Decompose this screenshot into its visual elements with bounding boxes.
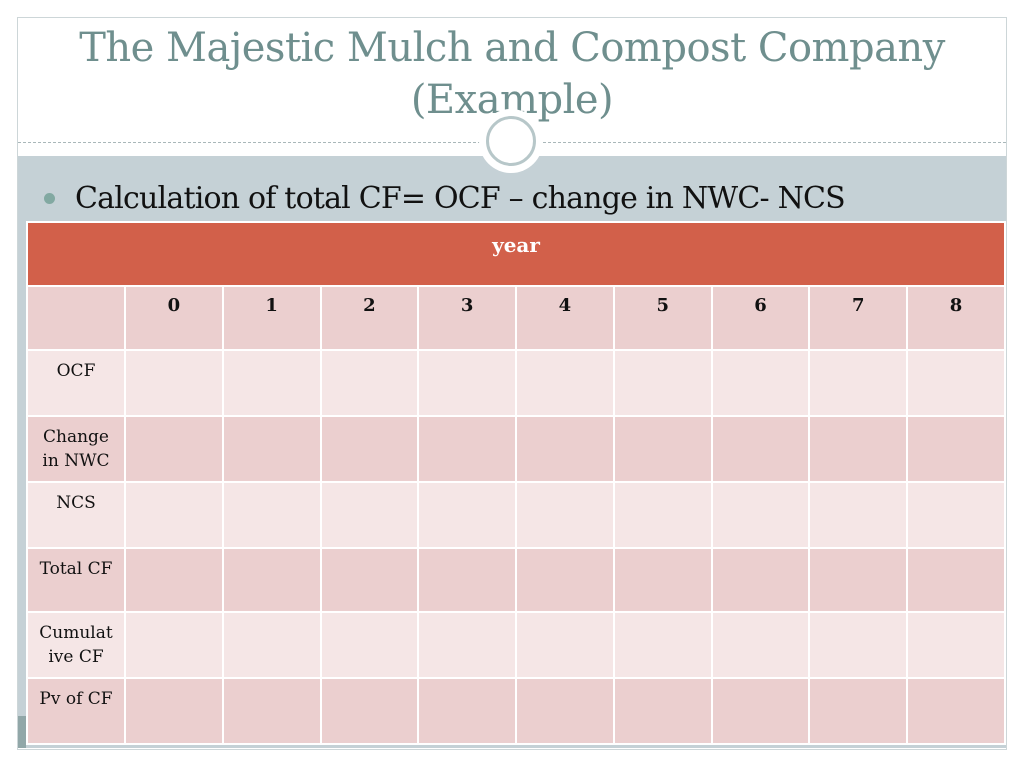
- year-cell: 4: [515, 285, 615, 351]
- year-header: year: [26, 221, 1006, 287]
- table-cell: [319, 547, 420, 613]
- table-cell: [808, 481, 909, 549]
- table-cell: [612, 481, 713, 549]
- table-cell: [515, 481, 615, 549]
- table-cell: [319, 349, 420, 417]
- title-line-1: The Majestic Mulch and Compost Company: [79, 25, 945, 71]
- table-cell: [124, 415, 224, 483]
- table-cell: [515, 349, 615, 417]
- table-cell: [808, 415, 909, 483]
- table-cell: [906, 415, 1006, 483]
- table-cell: [221, 349, 322, 417]
- table-row: OCF: [26, 349, 1006, 417]
- corner-cell: [26, 285, 126, 351]
- row-label-ncs: NCS: [26, 481, 126, 549]
- slide-frame: [17, 17, 1007, 750]
- table-cell: [808, 611, 909, 679]
- table-cell: [515, 547, 615, 613]
- label-line: in NWC: [42, 451, 110, 471]
- year-cell: 3: [417, 285, 518, 351]
- table-cell: [417, 415, 518, 483]
- table-cell: [221, 677, 322, 745]
- bullet-text: Calculation of total CF= OCF – change in…: [75, 180, 846, 216]
- table-cell: [710, 415, 811, 483]
- table-row: Cumulat ive CF: [26, 611, 1006, 679]
- year-cell: 6: [710, 285, 811, 351]
- year-cell: 2: [319, 285, 420, 351]
- row-label-total-cf: Total CF: [26, 547, 126, 613]
- table-cell: [319, 611, 420, 679]
- row-label-change-in-nwc: Change in NWC: [26, 415, 126, 483]
- table-header-row: year: [26, 221, 1006, 287]
- bullet-item: Calculation of total CF= OCF – change in…: [44, 174, 846, 222]
- cash-flow-table: year 0 1 2 3 4 5 6 7 8 OCF Change in NWC …: [26, 221, 1006, 745]
- year-cell: 8: [906, 285, 1006, 351]
- table-row: Pv of CF: [26, 677, 1006, 745]
- label-line: ive CF: [48, 647, 104, 667]
- table-cell: [612, 415, 713, 483]
- table-cell: [515, 415, 615, 483]
- table-row: Total CF: [26, 547, 1006, 613]
- table-cell: [710, 611, 811, 679]
- table-cell: [417, 677, 518, 745]
- table-cell: [124, 349, 224, 417]
- bullet-dot-icon: [44, 192, 55, 204]
- year-cell: 7: [808, 285, 909, 351]
- table-cell: [612, 547, 713, 613]
- year-row: 0 1 2 3 4 5 6 7 8: [26, 285, 1006, 351]
- table-cell: [124, 547, 224, 613]
- table-cell: [124, 481, 224, 549]
- table-cell: [808, 547, 909, 613]
- table-cell: [319, 415, 420, 483]
- table-cell: [612, 349, 713, 417]
- table-cell: [417, 349, 518, 417]
- table-cell: [710, 677, 811, 745]
- table-cell: [319, 481, 420, 549]
- table-cell: [417, 611, 518, 679]
- table-cell: [319, 677, 420, 745]
- table-cell: [515, 611, 615, 679]
- table-cell: [417, 481, 518, 549]
- table-cell: [906, 481, 1006, 549]
- table-cell: [221, 415, 322, 483]
- label-line: Change: [43, 427, 109, 447]
- row-label-pv-of-cf: Pv of CF: [26, 677, 126, 745]
- row-label-ocf: OCF: [26, 349, 126, 417]
- table-cell: [906, 611, 1006, 679]
- table-cell: [808, 349, 909, 417]
- table-cell: [124, 611, 224, 679]
- year-cell: 0: [124, 285, 224, 351]
- table-cell: [710, 349, 811, 417]
- table-cell: [221, 611, 322, 679]
- table-cell: [612, 677, 713, 745]
- slide-title: The Majestic Mulch and Compost Company (…: [17, 22, 1007, 126]
- year-cell: 1: [221, 285, 322, 351]
- band-accent: [18, 716, 26, 748]
- table-cell: [808, 677, 909, 745]
- table-cell: [710, 481, 811, 549]
- table-cell: [906, 349, 1006, 417]
- table-cell: [906, 547, 1006, 613]
- table-row: Change in NWC: [26, 415, 1006, 483]
- table-cell: [417, 547, 518, 613]
- row-label-cumulative-cf: Cumulat ive CF: [26, 611, 126, 679]
- label-line: Cumulat: [39, 623, 113, 643]
- table-cell: [221, 481, 322, 549]
- table-cell: [221, 547, 322, 613]
- table-cell: [612, 611, 713, 679]
- table-row: NCS: [26, 481, 1006, 549]
- table-cell: [515, 677, 615, 745]
- table-cell: [124, 677, 224, 745]
- table-cell: [710, 547, 811, 613]
- year-cell: 5: [612, 285, 713, 351]
- table-cell: [906, 677, 1006, 745]
- circle-ornament-icon: [479, 109, 543, 173]
